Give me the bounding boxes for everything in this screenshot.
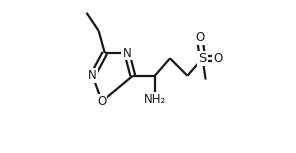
Text: O: O <box>97 95 106 108</box>
Text: NH₂: NH₂ <box>144 93 166 106</box>
Text: S: S <box>198 52 207 65</box>
Text: N: N <box>88 69 97 82</box>
Text: N: N <box>123 47 131 60</box>
Text: O: O <box>195 31 204 44</box>
Text: O: O <box>213 52 222 65</box>
